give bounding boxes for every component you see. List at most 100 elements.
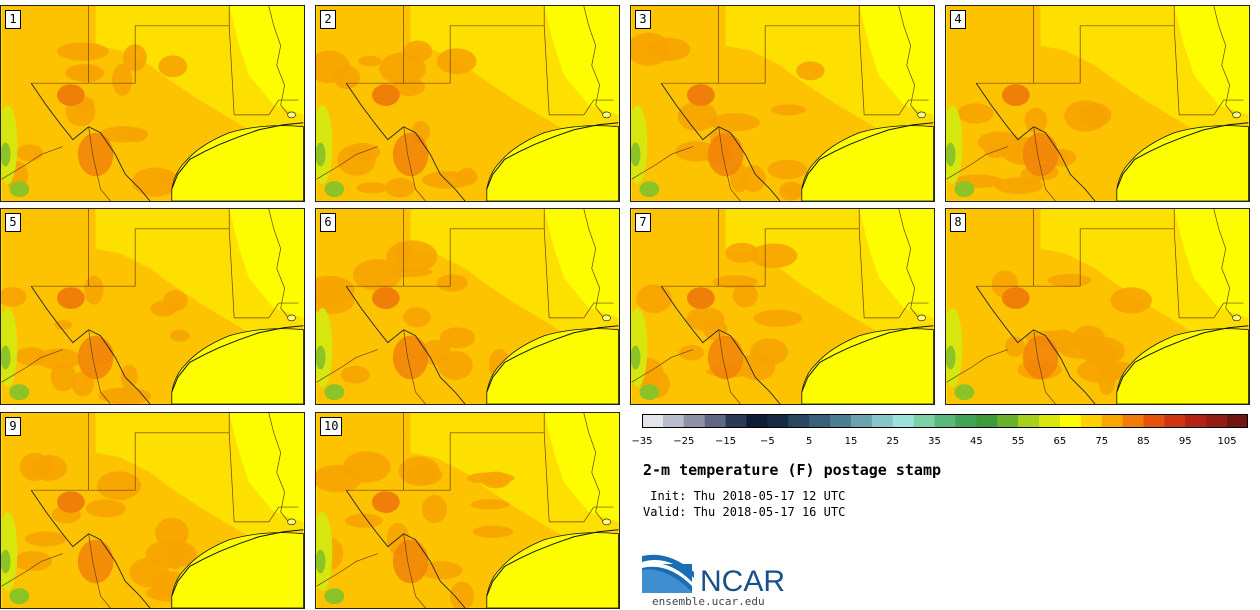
colorbar-tick-label: 25 [886, 436, 900, 447]
lake [917, 111, 926, 119]
colorbar-tick-label: −25 [673, 436, 695, 447]
site-url[interactable]: ensemble.ucar.edu [652, 595, 765, 608]
hot-spot [77, 132, 114, 177]
panel-label: 5 [5, 213, 21, 232]
temperature-map [946, 6, 1249, 201]
panel-label: 1 [5, 10, 21, 29]
hot-spot [77, 335, 114, 380]
colorbar-swatch [997, 414, 1019, 428]
coastline [486, 122, 619, 190]
hot-spot [686, 84, 715, 106]
warm-patch [131, 167, 180, 197]
warm-patch [316, 50, 350, 84]
coastline [1116, 122, 1249, 190]
warm-patch [155, 517, 189, 548]
mexico-state-border [1, 146, 64, 180]
mexico-state-border [718, 329, 741, 404]
colorbar-tick-label: −15 [715, 436, 737, 447]
mexico-state-border [1033, 329, 1056, 404]
coastline [171, 529, 304, 597]
warm-patch [340, 365, 370, 384]
warm-patch [38, 455, 55, 477]
mexico-state-border [316, 349, 379, 383]
colorbar-swatch [642, 414, 664, 428]
hot-spot [392, 335, 429, 380]
colorbar-swatch [1227, 414, 1248, 428]
warm-patch [770, 104, 806, 116]
river-border [268, 413, 289, 523]
yellow-region [544, 209, 619, 318]
warm-patch [71, 371, 94, 397]
green-patch [9, 181, 30, 198]
rio-grande-border [30, 285, 151, 404]
yellow-region [544, 413, 619, 522]
river-border [1213, 6, 1234, 116]
warm-patch [358, 55, 382, 67]
mexico-state-border [403, 533, 426, 608]
state-border [228, 432, 299, 523]
warm-patch [677, 101, 718, 132]
warm-patch [402, 40, 433, 63]
yellow-region [1174, 6, 1249, 115]
river-border [898, 6, 919, 116]
warm-patch [345, 513, 383, 528]
colorbar-frame [642, 414, 1248, 428]
warm-patch [25, 531, 67, 547]
warm-patch [84, 275, 104, 305]
mexico-state-border [88, 329, 111, 404]
map-panel: 4 [945, 5, 1250, 202]
green-patch [946, 142, 956, 167]
state-border [346, 6, 545, 84]
init-time: Init: Thu 2018-05-17 12 UTC [643, 489, 846, 503]
valid-time: Valid: Thu 2018-05-17 16 UTC [643, 505, 846, 519]
hot-spot [56, 84, 85, 106]
ncar-logo-text: NCAR [700, 565, 786, 598]
colorbar-swatch [1122, 414, 1145, 428]
colorbar-swatch [830, 414, 852, 428]
warm-patch [403, 306, 431, 328]
hot-spot [1001, 84, 1030, 106]
river-border [898, 209, 919, 319]
hot-spot [392, 132, 429, 177]
green-patch [316, 549, 326, 574]
mexico-state-border [946, 349, 1009, 383]
warm-patch [419, 561, 463, 580]
hot-spot [371, 84, 400, 106]
mexico-state-border [316, 553, 379, 587]
colorbar-swatch [1039, 414, 1061, 428]
map-panel: 2 [315, 5, 620, 202]
hot-spot [371, 287, 400, 309]
colorbar-tick-label: −5 [760, 436, 775, 447]
river-border [583, 209, 604, 319]
warm-patch [57, 42, 109, 61]
warm-patch [436, 48, 477, 75]
state-border [858, 228, 929, 319]
rio-grande-border [345, 489, 466, 608]
colorbar-swatch [1164, 414, 1186, 428]
green-patch [639, 384, 660, 401]
colorbar-tick-label: 95 [1178, 436, 1192, 447]
lake [602, 111, 611, 119]
warm-patch [466, 472, 515, 484]
state-border [31, 6, 230, 84]
yellow-region [229, 209, 304, 318]
green-patch [1, 345, 11, 370]
rio-grande-border [30, 489, 151, 608]
lake [602, 314, 611, 322]
river-border [268, 6, 289, 116]
hot-spot [707, 335, 744, 380]
colorbar-swatch [683, 414, 706, 428]
warm-patch [472, 525, 514, 538]
warm-patch [750, 338, 789, 366]
coastline [486, 325, 619, 393]
mexico-state-border [718, 126, 741, 201]
colorbar-tick-label: 35 [928, 436, 941, 447]
mexico-state-border [631, 146, 694, 180]
warm-patch [449, 581, 474, 608]
warm-patch [749, 243, 798, 268]
warm-patch [393, 241, 411, 265]
state-border [661, 209, 860, 287]
coastline [801, 325, 934, 393]
colorbar-swatch [809, 414, 831, 428]
panel-label: 6 [320, 213, 336, 232]
